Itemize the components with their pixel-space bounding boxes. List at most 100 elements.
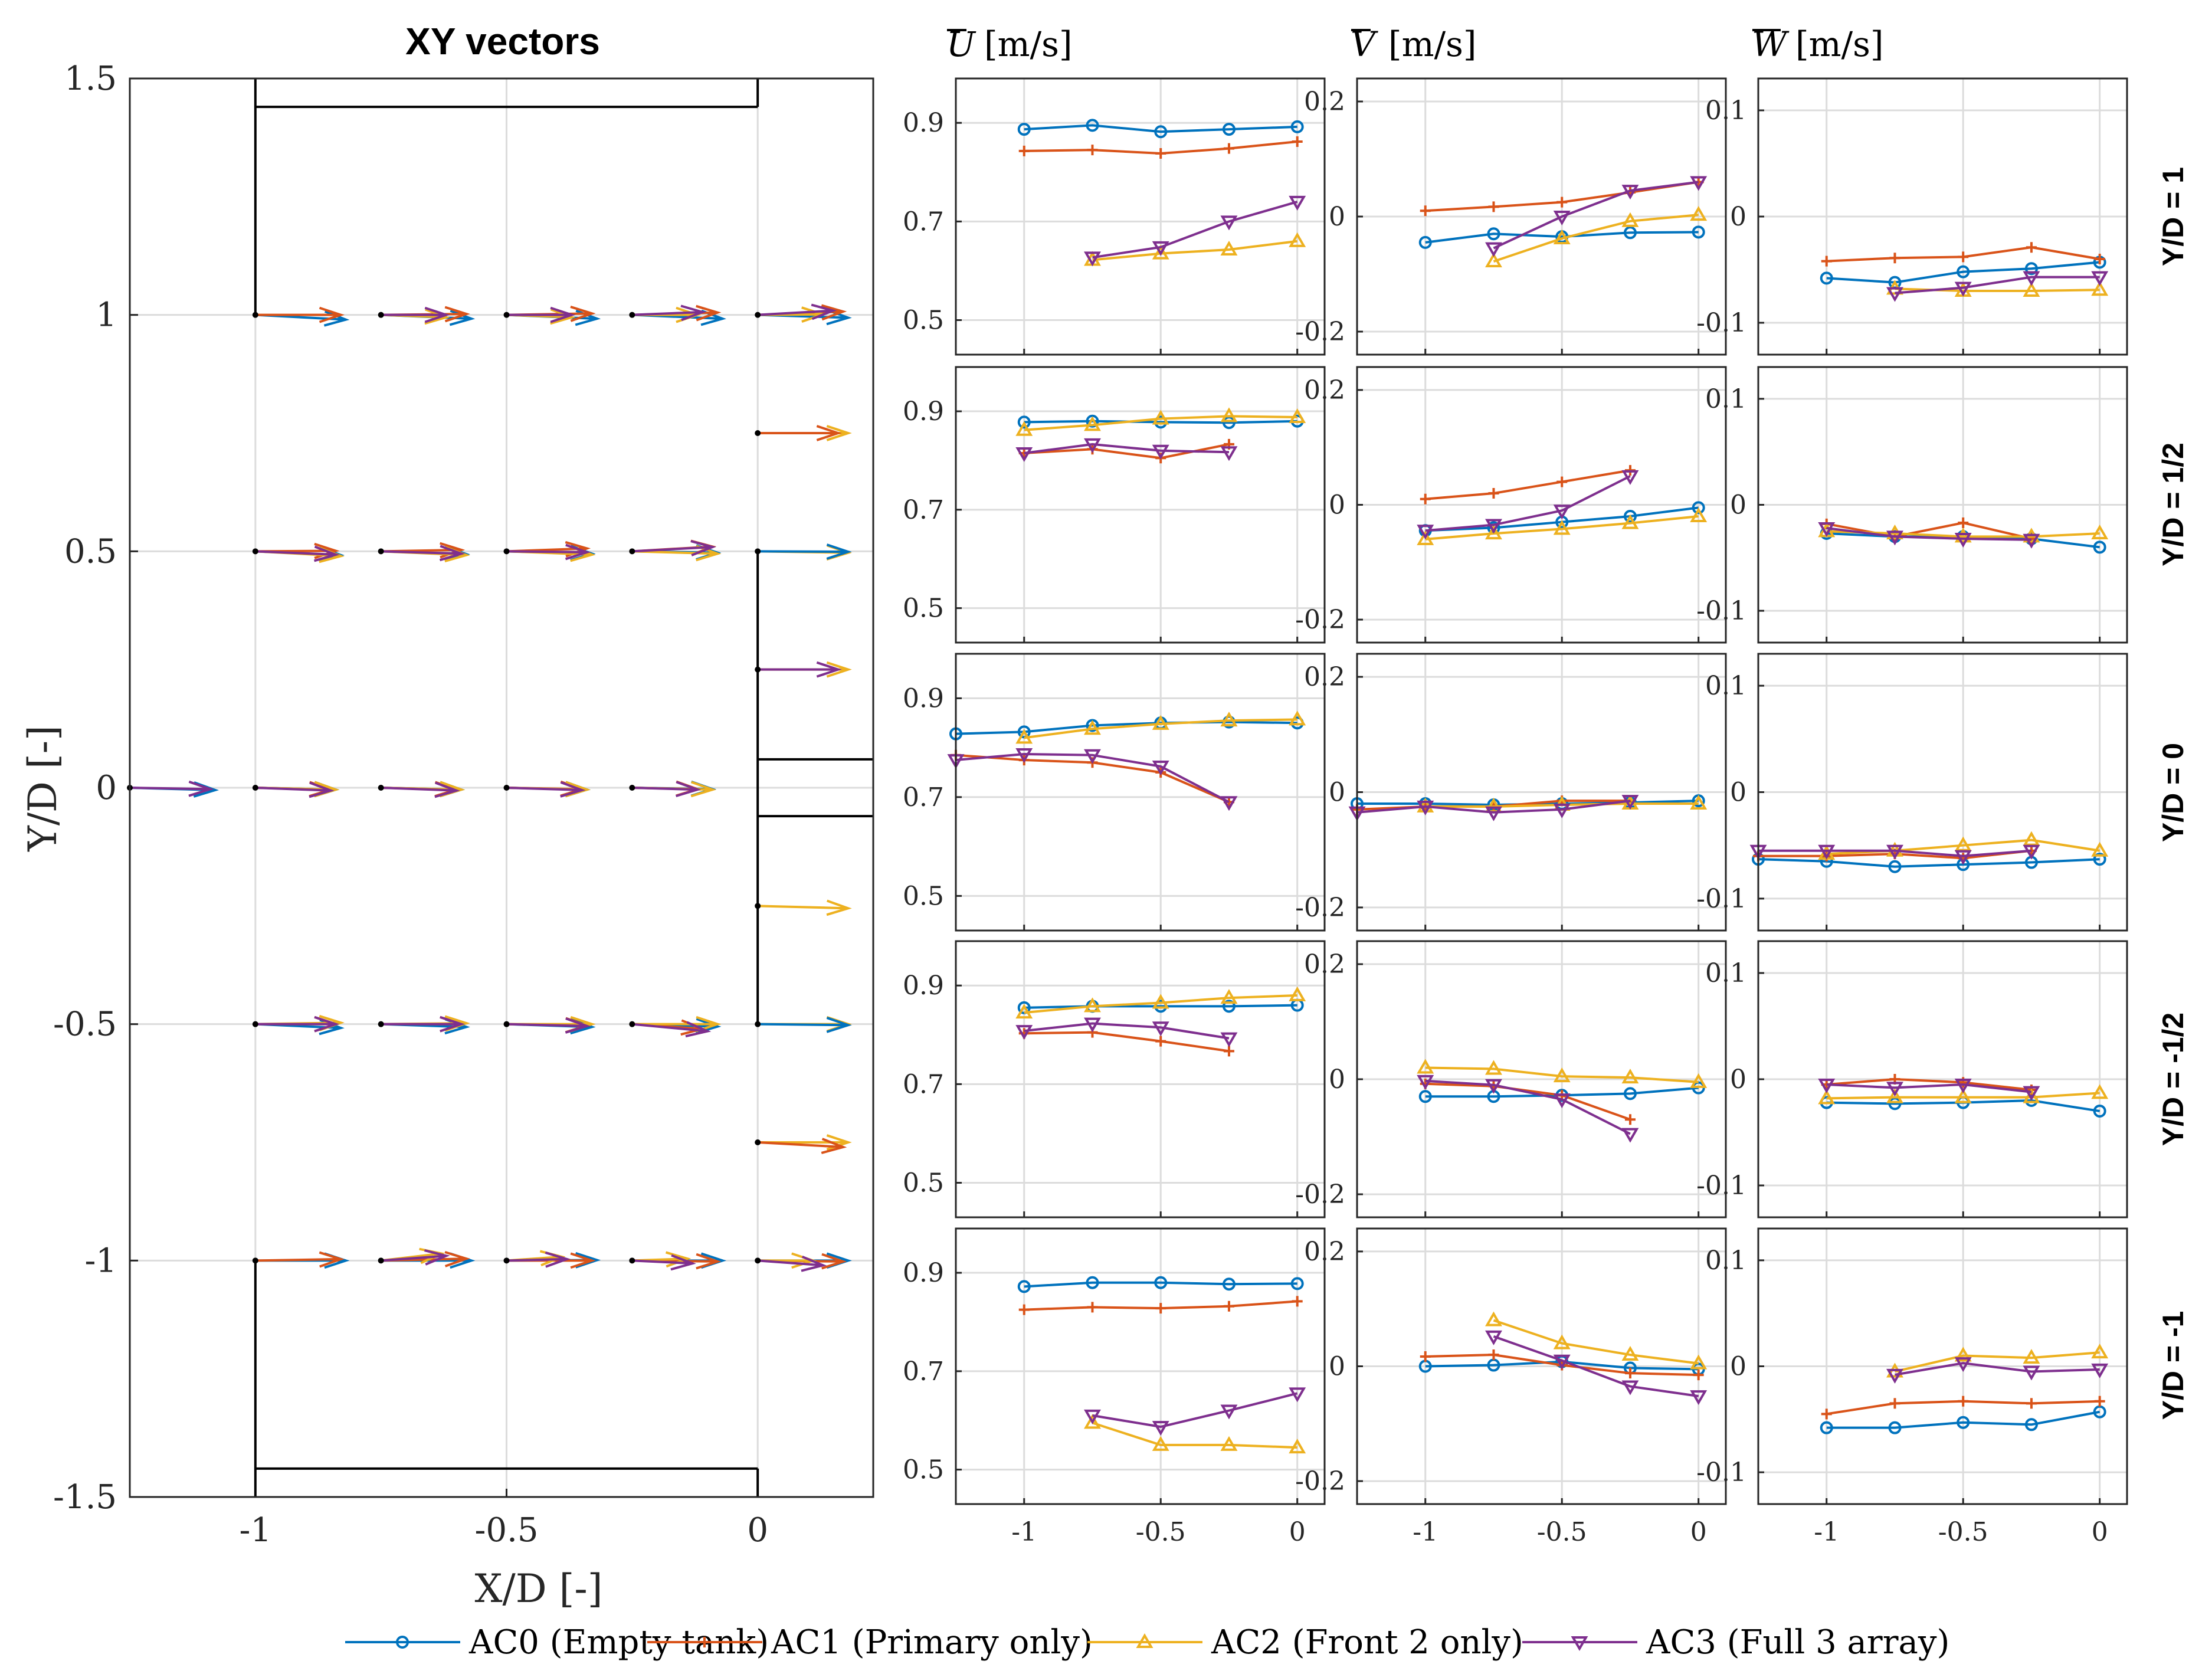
profile-panel-r4-c1: -1 -0.5 0 -0.2 0 0.2 xyxy=(1295,1227,1727,1547)
plot-area xyxy=(956,367,1325,643)
vector-origin-dot xyxy=(629,548,635,555)
vector-head xyxy=(313,545,340,562)
data-point-ac3 xyxy=(1485,1330,1502,1345)
data-point-ac2 xyxy=(1220,407,1238,422)
vector-origin-dot xyxy=(378,548,384,555)
data-point-ac2 xyxy=(1886,1088,1903,1103)
data-point-ac3 xyxy=(1152,241,1169,256)
plot-area xyxy=(956,78,1325,355)
ytick-label: 0.2 xyxy=(1304,1237,1345,1267)
data-point-ac3 xyxy=(1690,1390,1708,1406)
data-point-ac3 xyxy=(1485,242,1502,257)
profile-panel-r3-c2: -0.1 0 0.1 xyxy=(1696,940,2128,1218)
data-point-ac0 xyxy=(2093,1105,2106,1118)
ytick-label: -0.2 xyxy=(1295,605,1345,635)
vector-head xyxy=(811,303,837,320)
data-point-ac2 xyxy=(2023,831,2040,846)
data-point-ac3 xyxy=(1621,795,1639,810)
axes-box xyxy=(1757,1227,2128,1505)
xtick-label: 0 xyxy=(2092,1517,2108,1547)
data-point-ac0 xyxy=(1086,1276,1099,1289)
vector-head xyxy=(575,1252,601,1269)
data-point-ac2 xyxy=(1954,528,1972,543)
data-point-ac3 xyxy=(2091,1363,2109,1378)
velocity-vector xyxy=(255,545,340,562)
data-point-ac2 xyxy=(1553,1067,1571,1083)
vector-origin-dot xyxy=(755,1021,761,1027)
ytick-label: 0.7 xyxy=(903,207,944,237)
data-point-ac0 xyxy=(1888,1421,1902,1434)
series-line-ac2 xyxy=(1092,1421,1297,1449)
ytick-label: 0.5 xyxy=(903,1168,944,1198)
data-point-ac3 xyxy=(1886,530,1903,546)
ytick-label: 0.9 xyxy=(903,108,944,138)
data-point-ac0 xyxy=(2093,540,2106,554)
data-point-ac3 xyxy=(1621,470,1639,485)
data-point-ac3 xyxy=(1886,1368,1903,1384)
data-point-ac1 xyxy=(1958,517,1969,529)
vector-origin-dot xyxy=(629,1257,635,1264)
data-point-ac1 xyxy=(1087,145,1098,156)
data-point-ac2 xyxy=(1621,1346,1639,1361)
data-point-ac1 xyxy=(1155,1036,1166,1047)
velocity-vector xyxy=(758,303,837,320)
vector-shaft xyxy=(506,1257,567,1262)
ytick-label: 0 xyxy=(1329,1064,1345,1095)
series-line-ac1 xyxy=(1826,521,2032,540)
data-point-ac2 xyxy=(2091,1344,2109,1359)
axes-box xyxy=(955,77,1326,356)
data-point-ac2 xyxy=(1084,416,1101,431)
vector-head xyxy=(444,306,470,323)
vector-origin-dot xyxy=(629,785,635,791)
velocity-vector xyxy=(758,1017,852,1033)
data-point-ac2 xyxy=(1553,520,1571,535)
data-point-ac1 xyxy=(1155,1303,1166,1314)
ytick-label: 0 xyxy=(1730,490,1746,520)
legend-marker xyxy=(1571,1636,1588,1651)
vector-shaft xyxy=(632,787,698,791)
data-point-ac1 xyxy=(1292,1296,1303,1307)
data-point-ac3 xyxy=(1084,251,1101,267)
vector-shaft xyxy=(758,550,848,553)
data-point-ac2 xyxy=(1015,729,1033,744)
series-line-ac1 xyxy=(1826,1077,2032,1091)
axes-box xyxy=(955,940,1326,1218)
data-point-ac2 xyxy=(1690,795,1708,810)
series-line-ac3 xyxy=(1356,800,1631,814)
xy-title: XY vectors xyxy=(405,20,600,63)
velocity-vector xyxy=(381,545,466,562)
data-point-ac2 xyxy=(1690,507,1708,522)
series-line-ac0 xyxy=(955,720,1297,735)
xtick-label: -1 xyxy=(1814,1517,1839,1547)
series-line-ac3 xyxy=(1092,1392,1298,1429)
series-line-ac3 xyxy=(955,753,1230,804)
data-point-ac2 xyxy=(1289,232,1306,247)
ytick-label: 0 xyxy=(1730,1352,1746,1382)
col-title-v-unit: [m/s] xyxy=(1388,24,1477,64)
data-point-ac2 xyxy=(2023,1349,2040,1364)
plots: -1 -0.5 0-1.5-1-0.500.511.50.50.70.9-0.200… xyxy=(53,60,2128,1549)
data-point-ac1 xyxy=(1018,145,1030,156)
data-point-ac0 xyxy=(1222,1000,1236,1013)
legend-marker xyxy=(396,1636,409,1649)
data-point-ac3 xyxy=(1485,519,1502,534)
data-point-ac3 xyxy=(1886,1082,1903,1097)
data-point-ac2 xyxy=(1220,989,1238,1004)
data-point-ac2 xyxy=(1954,1347,1972,1362)
profile-panel-r1-c1: -0.2 0 0.2 xyxy=(1295,366,1727,644)
data-point-ac3 xyxy=(1621,1380,1639,1395)
data-point-ac3 xyxy=(1553,1093,1571,1109)
xtick-label: -0.5 xyxy=(1136,1517,1186,1547)
velocity-vector xyxy=(255,781,335,798)
vector-head xyxy=(801,1255,827,1272)
vector-head xyxy=(424,1249,450,1266)
data-point-ac2 xyxy=(1084,720,1101,735)
data-point-ac1 xyxy=(1292,136,1303,147)
vector-head xyxy=(685,1021,712,1038)
velocity-vector xyxy=(758,899,852,916)
vector-origin-dot xyxy=(755,548,761,555)
series-line-ac3 xyxy=(1826,527,2031,541)
series-line-ac3 xyxy=(1425,475,1631,532)
vector-shaft xyxy=(758,1259,824,1267)
data-point-ac2 xyxy=(1690,1073,1708,1088)
